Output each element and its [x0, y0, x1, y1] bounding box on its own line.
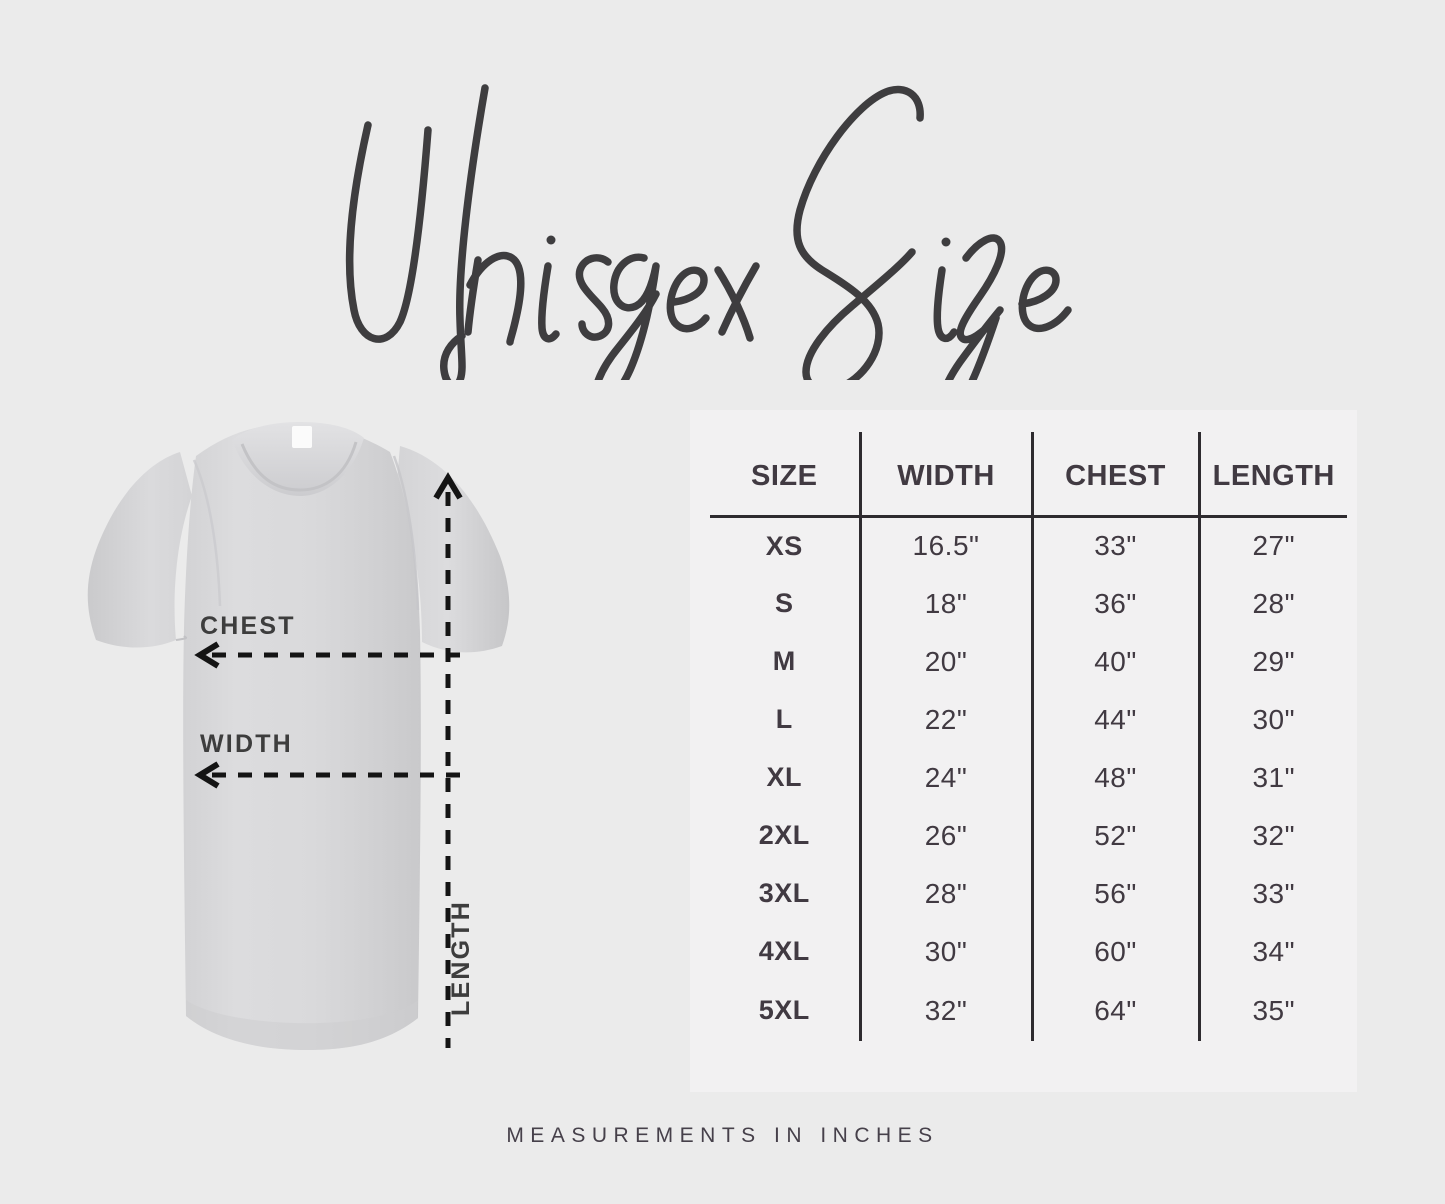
cell-chest: 33" — [1030, 516, 1199, 575]
cell-size: L — [775, 704, 793, 734]
length-guide — [433, 472, 463, 1048]
chest-measure-label: CHEST — [200, 612, 296, 640]
table-row: XL 24" 48" 31" — [710, 748, 1347, 807]
cell-size: 5XL — [758, 995, 810, 1025]
size-table-panel: SIZE WIDTH CHEST LENGTH XS 16.5" 33" 27" S 18… — [690, 410, 1357, 1092]
cell-size: 4XL — [758, 936, 810, 966]
cell-chest: 48" — [1030, 748, 1199, 807]
column-header-width: WIDTH — [858, 432, 1032, 518]
column-header-chest: CHEST — [1030, 432, 1199, 518]
size-table: SIZE WIDTH CHEST LENGTH XS 16.5" 33" 27" S 18… — [710, 432, 1347, 1041]
table-header-row: SIZE WIDTH CHEST LENGTH — [710, 432, 1347, 518]
cell-length: 29" — [1197, 632, 1347, 691]
column-header-length: LENGTH — [1197, 432, 1347, 518]
page-title: Unisex Size — [300, 70, 1170, 380]
tshirt-diagram — [60, 400, 620, 1100]
cell-width: 20" — [858, 632, 1032, 691]
cell-chest: 36" — [1030, 574, 1199, 633]
cell-width: 28" — [858, 864, 1032, 923]
cell-length: 35" — [1197, 980, 1347, 1041]
cell-length: 34" — [1197, 922, 1347, 981]
chest-guide — [194, 641, 472, 669]
table-row: M 20" 40" 29" — [710, 632, 1347, 691]
cell-size: 2XL — [758, 820, 810, 850]
cell-length: 32" — [1197, 806, 1347, 865]
cell-width: 32" — [858, 980, 1032, 1041]
table-row: 5XL 32" 64" 35" — [710, 980, 1347, 1041]
cell-length: 28" — [1197, 574, 1347, 633]
width-arrow-head — [194, 761, 220, 789]
chest-arrow-head — [194, 641, 220, 669]
table-row: 2XL 26" 52" 32" — [710, 806, 1347, 865]
width-guide — [194, 761, 472, 789]
measurement-guides — [194, 472, 472, 1048]
cell-length: 30" — [1197, 690, 1347, 749]
table-row: 3XL 28" 56" 33" — [710, 864, 1347, 923]
cell-size: 3XL — [758, 878, 810, 908]
table-row: S 18" 36" 28" — [710, 574, 1347, 633]
title-script-lettering — [345, 84, 1072, 380]
cell-length: 27" — [1197, 516, 1347, 575]
cell-size: XL — [766, 762, 802, 792]
cell-chest: 64" — [1030, 980, 1199, 1041]
cell-chest: 60" — [1030, 922, 1199, 981]
cell-width: 30" — [858, 922, 1032, 981]
cell-chest: 44" — [1030, 690, 1199, 749]
cell-size: M — [772, 646, 796, 676]
table-row: XS 16.5" 33" 27" — [710, 516, 1347, 575]
cell-width: 22" — [858, 690, 1032, 749]
cell-chest: 56" — [1030, 864, 1199, 923]
table-row: 4XL 30" 60" 34" — [710, 922, 1347, 981]
tshirt-shape — [87, 422, 510, 1050]
cell-width: 16.5" — [858, 516, 1032, 575]
cell-chest: 52" — [1030, 806, 1199, 865]
width-measure-label: WIDTH — [200, 730, 293, 758]
cell-size: XS — [765, 530, 803, 561]
cell-length: 31" — [1197, 748, 1347, 807]
cell-width: 26" — [858, 806, 1032, 865]
measurement-units-note: MEASUREMENTS IN INCHES — [506, 1124, 939, 1147]
cell-length: 33" — [1197, 864, 1347, 923]
cell-width: 24" — [858, 748, 1032, 807]
length-arrow-head — [433, 472, 463, 500]
column-header-size: SIZE — [710, 432, 860, 518]
table-row: L 22" 44" 30" — [710, 690, 1347, 749]
cell-width: 18" — [858, 574, 1032, 633]
cell-chest: 40" — [1030, 632, 1199, 691]
cell-size: S — [774, 588, 794, 618]
length-measure-label: LENGTH — [447, 900, 475, 1016]
